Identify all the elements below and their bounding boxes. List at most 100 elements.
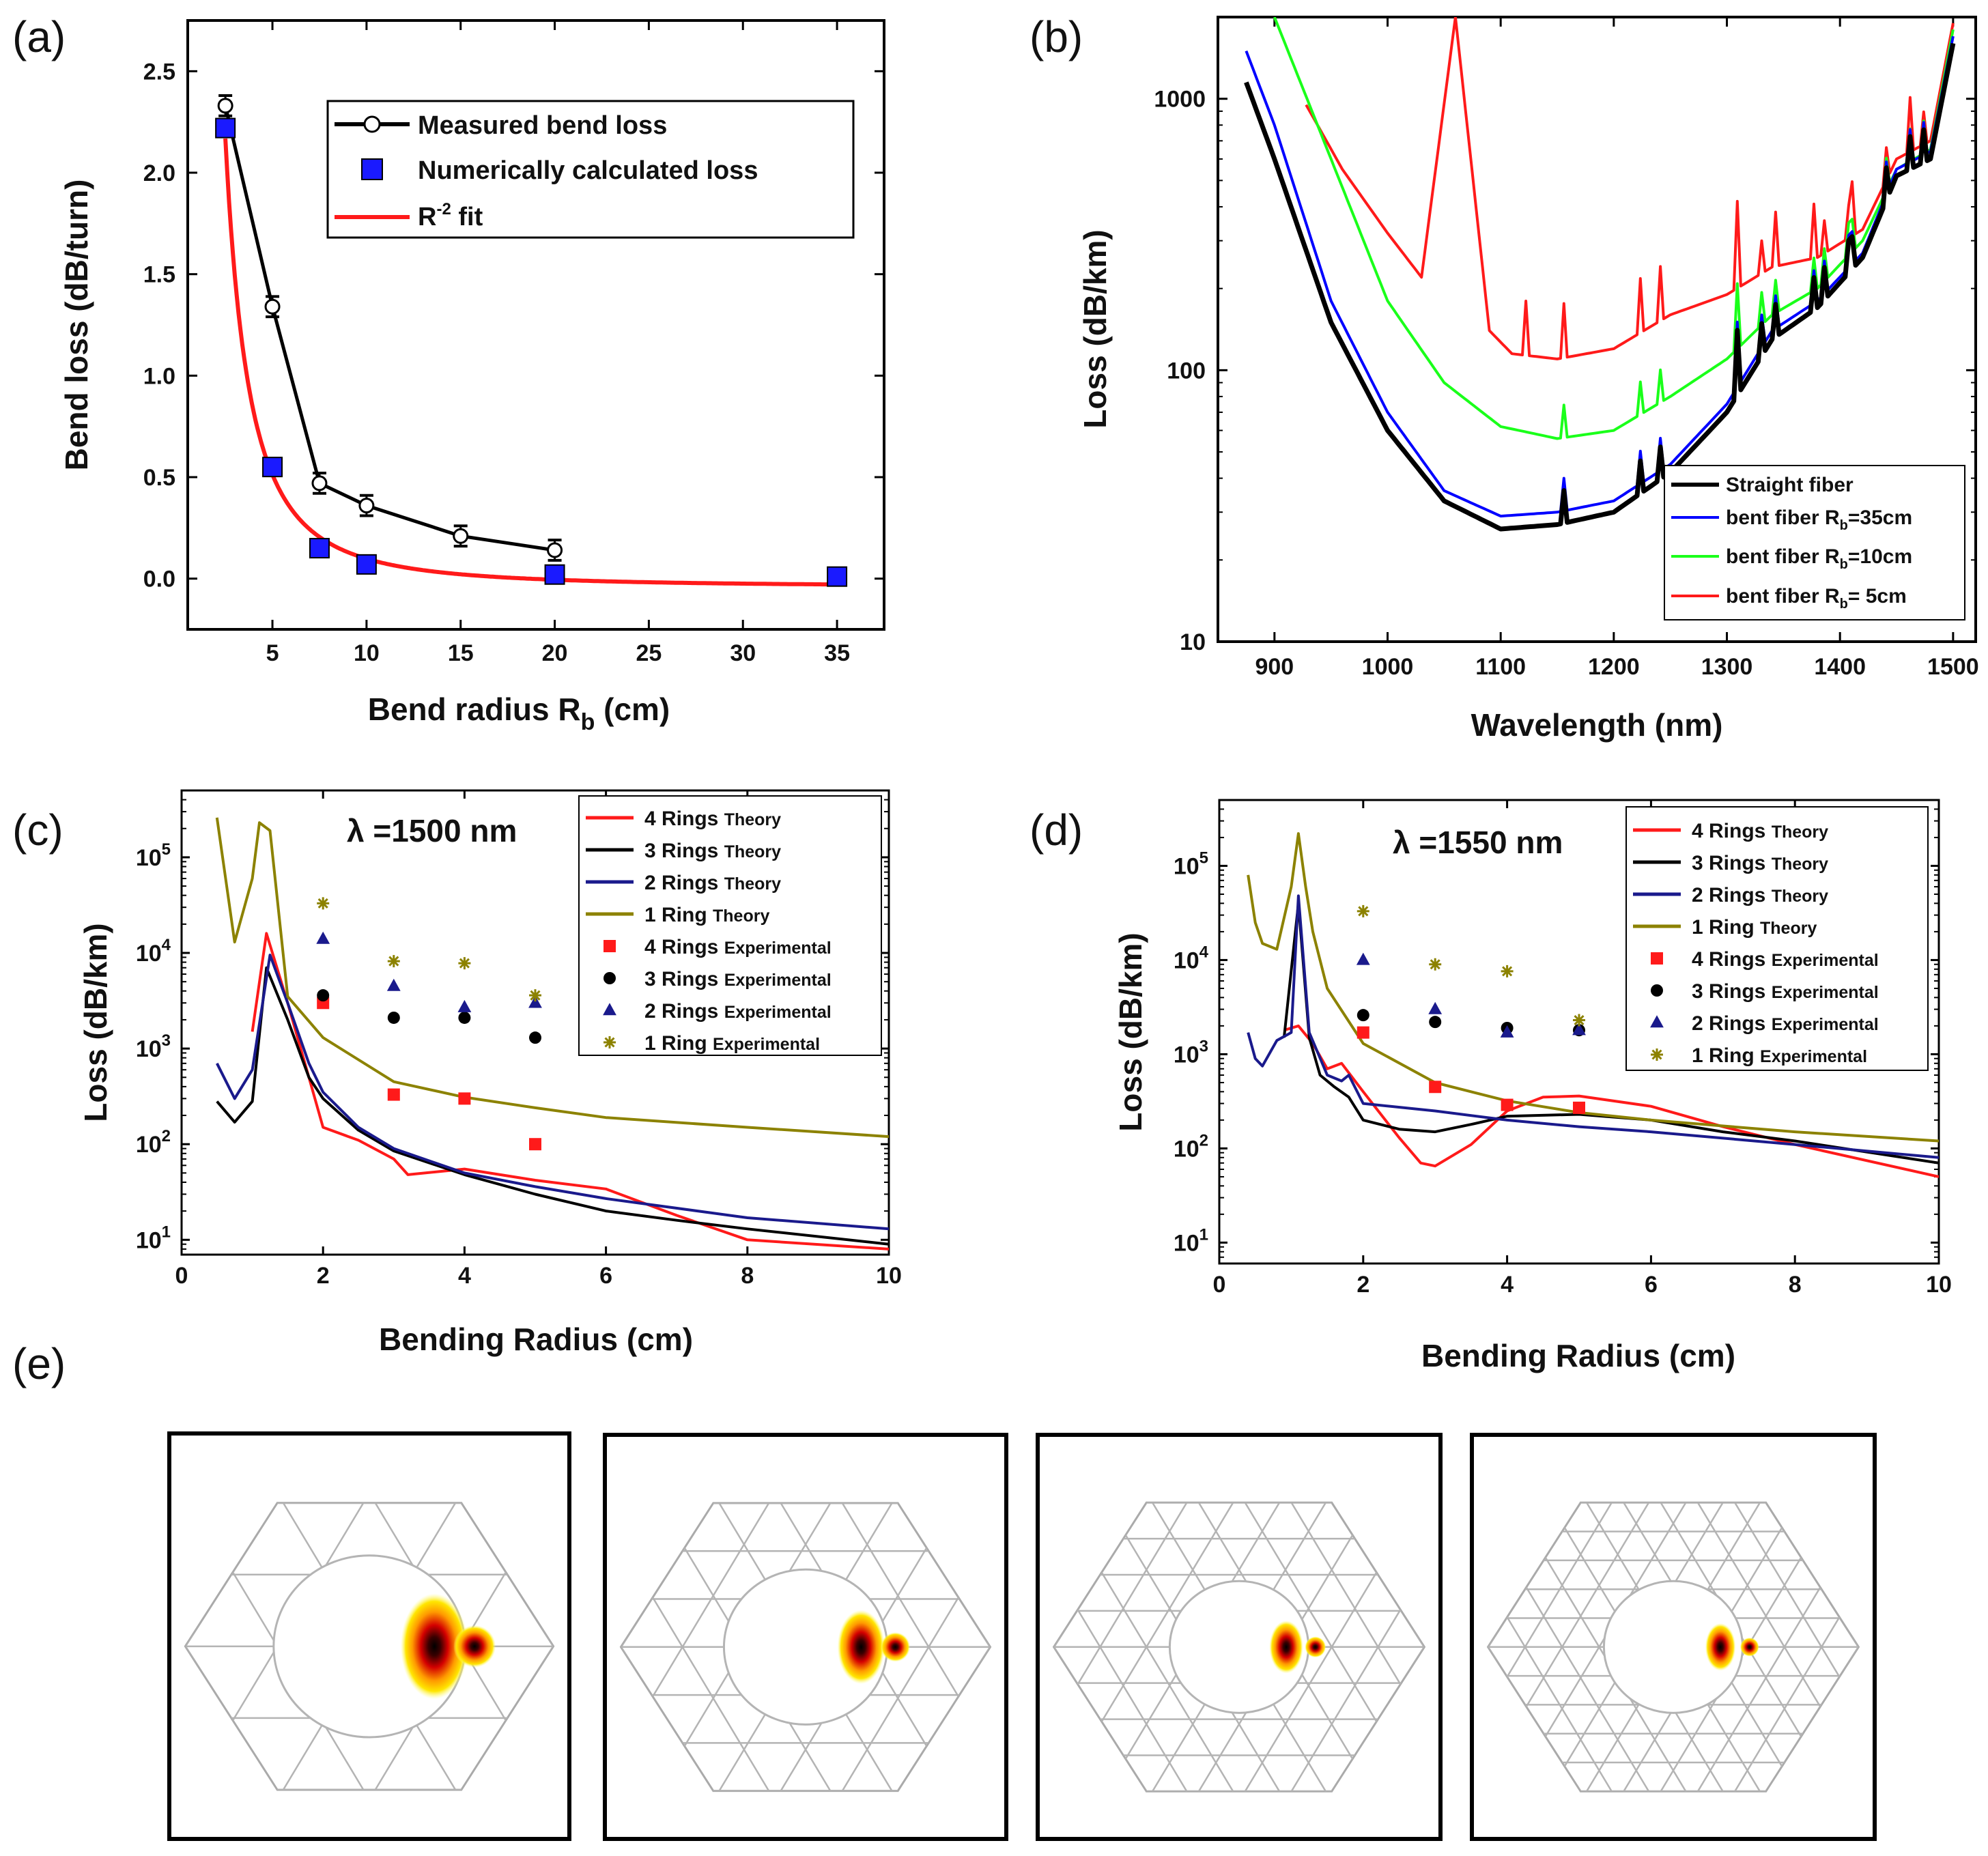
- core-mode: [1705, 1623, 1736, 1671]
- chart-b-legend: Straight fiber bent fiber Rb=35cm bent f…: [1664, 465, 1965, 620]
- chart-b-xtick-label: 1200: [1588, 654, 1640, 680]
- exp-point-c: [387, 955, 400, 968]
- exp-point-d: [1357, 1009, 1369, 1022]
- chart-b-ytick-label: 100: [1167, 358, 1206, 384]
- exp-point-d: [1500, 1025, 1514, 1038]
- exp-point-c: [386, 978, 401, 991]
- legend-d-label: 4 Rings Theory: [1692, 820, 1828, 842]
- chart-c-xtick-label: 6: [599, 1263, 612, 1289]
- spectrum-line-green: [1273, 17, 1955, 440]
- mode-profile-frame: [1470, 1433, 1877, 1841]
- chart-d-xtick-label: 6: [1645, 1272, 1658, 1298]
- legend-c-marker: [604, 972, 616, 984]
- measured-point-a: [217, 98, 233, 114]
- legend-c-label: 2 Rings Experimental: [644, 1000, 832, 1023]
- chart-c: 0 2 4 6 8 10 101 102 103 104 105 λ =1500 nm 4 Ring…: [78, 789, 902, 1357]
- chart-a-ytick-label: 0.5: [143, 465, 175, 491]
- exp-point-d: [1501, 1098, 1514, 1111]
- chart-a-ylabel: Bend loss (dB/turn): [59, 180, 94, 471]
- exp-point-c: [317, 989, 330, 1002]
- chart-d: 0 2 4 6 8 10 101 102 103 104 105 λ =1550 nm 4 Ring…: [1113, 799, 1952, 1373]
- chart-b-xtick-label: 1100: [1475, 654, 1526, 680]
- numeric-point-a: [544, 564, 565, 585]
- chart-a-xtick-label: 35: [824, 640, 850, 666]
- chart-a: 5 10 15 20 25 30 35 0.0 0.5 1.0 1.5 2.0 2.5 Measured…: [59, 19, 885, 735]
- chart-b-xtick-label: 1000: [1362, 654, 1414, 680]
- legend-d-label: 2 Rings Experimental: [1692, 1012, 1879, 1035]
- theory-line-d-black: [1282, 902, 1939, 1165]
- chart-c-xtick-label: 2: [317, 1263, 330, 1289]
- chart-c-xtick-label: 8: [741, 1263, 754, 1289]
- legend-c-label: 1 Ring Theory: [644, 904, 769, 926]
- chart-a-xtick-label: 20: [542, 640, 568, 666]
- exp-point-c: [529, 989, 541, 1002]
- chart-a-legend: Measured bend loss Numerically calculate…: [326, 100, 855, 239]
- chart-c-legend-box: [578, 795, 882, 1056]
- legend-d-label: 3 Rings Theory: [1692, 852, 1828, 874]
- measured-point-a: [453, 528, 469, 544]
- exp-point-c: [529, 1031, 541, 1044]
- chart-a-ytick-label: 2.0: [143, 160, 175, 186]
- measured-point-a: [264, 298, 281, 315]
- panel-label-c: (c): [12, 805, 63, 855]
- legend-b-35-label: bent fiber Rb=35cm: [1726, 506, 1912, 533]
- chart-c-legend: 4 Rings Theory 3 Rings Theory 2 Rings Theo…: [578, 795, 882, 1056]
- legend-d-label: 1 Ring Experimental: [1692, 1044, 1867, 1067]
- exp-point-d: [1429, 1081, 1442, 1094]
- panel-label-e: (e): [12, 1339, 66, 1388]
- chart-c-frame: [180, 789, 890, 1256]
- measured-point-a: [547, 542, 563, 558]
- chart-d-legend-box: [1625, 806, 1929, 1071]
- numeric-point-a: [309, 538, 330, 559]
- chart-a-xlabel: Bend radius Rb (cm): [368, 691, 670, 735]
- chart-c-xtick-label: 10: [876, 1263, 902, 1289]
- chart-b-xtick-label: 1400: [1814, 654, 1866, 680]
- chart-d-xlabel: Bending Radius (cm): [1421, 1338, 1735, 1373]
- numeric-point-a: [827, 566, 848, 587]
- exp-point-d: [1573, 1014, 1585, 1027]
- chart-d-xtick-label: 0: [1213, 1272, 1226, 1298]
- legend-c-label: 1 Ring Experimental: [644, 1032, 820, 1055]
- exp-point-d: [1357, 1026, 1369, 1039]
- exp-point-d: [1429, 1016, 1442, 1029]
- chart-c-xlabel: Bending Radius (cm): [379, 1322, 693, 1357]
- panel-label-d: (d): [1030, 805, 1083, 855]
- spectrum-line-blue: [1245, 35, 1955, 518]
- core-mode: [400, 1593, 468, 1700]
- cladding-mode: [453, 1625, 496, 1668]
- chart-a-xtick-label: 10: [354, 640, 380, 666]
- chart-b-legend-box: [1664, 465, 1965, 620]
- legend-c-label: 2 Rings Theory: [644, 872, 781, 894]
- chart-b-xtick-label: 1300: [1701, 654, 1753, 680]
- exp-point-d: [1573, 1101, 1585, 1114]
- core-mode: [1269, 1621, 1303, 1674]
- exp-point-c: [529, 1138, 541, 1151]
- legend-a-numeric-label: Numerically calculated loss: [418, 156, 758, 185]
- chart-d-ylabel: Loss (dB/km): [1113, 932, 1148, 1131]
- exp-point-c: [458, 1011, 471, 1024]
- chart-c-ylabel: Loss (dB/km): [78, 923, 113, 1122]
- chart-b-ytick-label: 1000: [1154, 87, 1206, 113]
- chart-d-ytick-label: 101: [1174, 1225, 1208, 1256]
- chart-b: 900 1000 1100 1200 1300 1400 1500 10 100 1000 Str…: [1077, 16, 1979, 743]
- legend-c-marker: [604, 1036, 616, 1048]
- theory-line-d-olive: [1247, 832, 1939, 1143]
- legend-c-label: 3 Rings Experimental: [644, 968, 832, 990]
- chart-b-ylabel: Loss (dB/km): [1077, 229, 1113, 428]
- exp-point-c: [458, 1092, 471, 1105]
- chart-a-frame: [186, 19, 885, 631]
- chart-d-frame: [1218, 799, 1940, 1265]
- chart-c-xtick-label: 0: [175, 1263, 188, 1289]
- chart-d-xtick-label: 4: [1501, 1272, 1514, 1298]
- chart-d-xtick-label: 2: [1357, 1272, 1369, 1298]
- measured-point-a: [311, 475, 328, 491]
- legend-c-label: 4 Rings Experimental: [644, 936, 832, 958]
- chart-a-ytick-label: 2.5: [143, 59, 175, 85]
- chart-a-legend-box: [326, 100, 855, 239]
- legend-d-label: 1 Ring Theory: [1692, 916, 1817, 939]
- spectrum-line-black: [1244, 42, 1956, 532]
- legend-d-marker: [1650, 1015, 1664, 1028]
- chart-c-annotation: λ =1500 nm: [347, 813, 517, 848]
- chart-d-ytick-label: 105: [1174, 848, 1208, 879]
